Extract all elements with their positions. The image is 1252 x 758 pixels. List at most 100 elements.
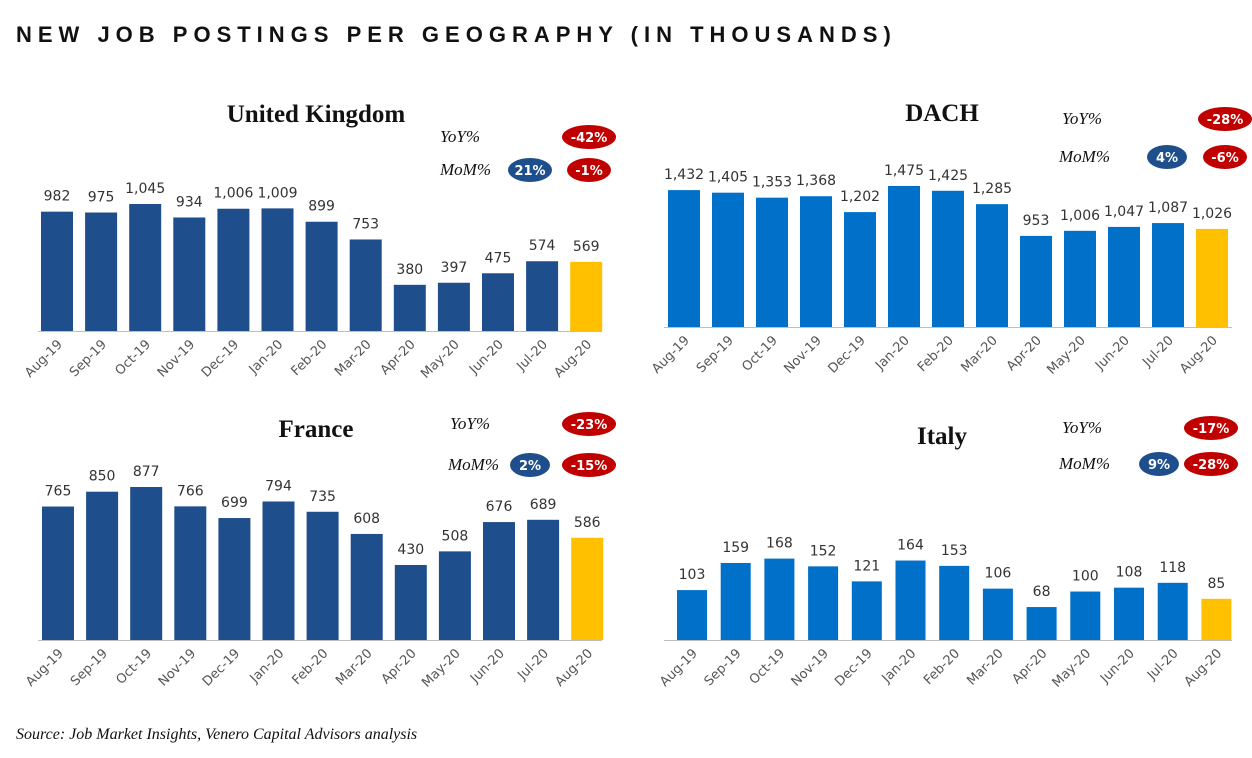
yoy-label-france: YoY%	[450, 414, 490, 433]
chart-title-dach: DACH	[905, 100, 979, 127]
mom-prior-badge-france: 2%	[510, 453, 550, 477]
data-label-uk-dec-19: 1,006	[213, 186, 253, 202]
source-note: Source: Job Market Insights, Venero Capi…	[16, 726, 418, 743]
bar-uk-aug-20	[570, 261, 603, 331]
data-label-uk-nov-19: 934	[176, 194, 203, 210]
data-label-dach-feb-20: 1,425	[928, 168, 968, 184]
data-label-uk-sep-19: 975	[88, 190, 115, 206]
data-label-dach-mar-20: 1,285	[972, 181, 1012, 197]
bar-italy-jan-20	[895, 560, 926, 640]
data-label-france-nov-19: 766	[177, 483, 204, 499]
bar-uk-sep-19	[85, 212, 118, 331]
yoy-badge-dach: -28%	[1198, 107, 1252, 131]
bar-france-jan-20	[262, 501, 295, 640]
data-label-italy-dec-19: 121	[853, 558, 880, 574]
yoy-badge-france-text: -23%	[571, 418, 608, 433]
bar-dach-aug-19	[668, 190, 700, 327]
bar-dach-apr-20	[1020, 235, 1052, 327]
chart-france: France YoY%MoM%-23%2% -15%765Aug-19850Sep-…	[23, 412, 616, 691]
mom-badge-uk: -1%	[567, 158, 611, 182]
bar-italy-dec-19	[851, 581, 882, 640]
bar-italy-may-20	[1070, 591, 1101, 640]
tick-label-italy-sep-19: Sep-19	[702, 646, 745, 689]
data-label-france-mar-20: 608	[353, 511, 380, 527]
tick-label-italy-jun-20: Jun-20	[1097, 646, 1138, 687]
data-label-italy-oct-19: 168	[766, 536, 793, 552]
data-label-dach-aug-19: 1,432	[664, 167, 704, 183]
tick-label-italy-oct-19: Oct-19	[747, 646, 789, 688]
chart-title-france: France	[279, 416, 354, 443]
yoy-badge-uk: -42%	[562, 125, 616, 149]
mom-badge-france: -15%	[562, 453, 616, 477]
data-label-italy-aug-19: 103	[679, 567, 706, 583]
chart-panel-italy: Italy YoY% MoM% -17% 9% -28% 103 Aug-19 159 Sep-1…	[657, 416, 1238, 691]
bar-france-feb-20	[306, 511, 339, 640]
data-label-france-jun-20: 676	[486, 499, 513, 515]
data-label-dach-apr-20: 953	[1023, 213, 1050, 229]
data-label-uk-oct-19: 1,045	[125, 181, 165, 197]
bar-italy-aug-20	[1201, 598, 1232, 640]
data-label-uk-jan-20: 1,009	[257, 185, 297, 201]
data-label-italy-apr-20: 68	[1033, 584, 1051, 600]
yoy-badge-uk-text: -42%	[571, 131, 608, 146]
mom-prior-badge-uk: 21%	[508, 158, 552, 182]
bar-uk-aug-19	[41, 211, 73, 331]
data-label-uk-feb-20: 899	[308, 199, 335, 215]
bar-uk-oct-19	[129, 204, 162, 331]
bar-dach-sep-19	[712, 192, 744, 327]
mom-label-italy: MoM%	[1058, 454, 1110, 473]
bar-france-may-20	[438, 551, 471, 640]
mom-prior-badge-france-text: 2%	[519, 459, 541, 474]
tick-label-italy-aug-19: Aug-19	[657, 646, 701, 690]
data-label-dach-sep-19: 1,405	[708, 170, 748, 186]
mom-badge-dach-shape	[1203, 145, 1247, 169]
data-label-france-jan-20: 794	[265, 478, 292, 494]
bar-italy-feb-20	[939, 565, 970, 640]
data-label-italy-jul-20: 118	[1159, 560, 1186, 576]
chart-title-italy: Italy	[917, 423, 968, 450]
yoy-badge-france: -23%	[562, 412, 616, 436]
bar-italy-nov-19	[808, 566, 839, 640]
yoy-label-uk: YoY%	[440, 127, 480, 146]
data-label-italy-feb-20: 153	[941, 543, 968, 559]
bar-france-mar-20	[350, 533, 383, 640]
data-label-uk-aug-20: 569	[573, 239, 600, 255]
page-title: NEW JOB POSTINGS PER GEOGRAPHY (IN THOUS…	[16, 22, 897, 47]
data-label-dach-may-20: 1,006	[1060, 208, 1100, 224]
mom-prior-badge-france-shape	[510, 453, 550, 477]
tick-label-italy-apr-20: Apr-20	[1009, 646, 1050, 687]
bar-uk-apr-20	[393, 284, 426, 331]
data-label-uk-mar-20: 753	[352, 216, 379, 232]
mom-prior-badge-uk-shape	[508, 158, 552, 182]
bar-france-jun-20	[483, 522, 515, 640]
chart-title-uk: United Kingdom	[227, 101, 406, 128]
chart-italy: Italy YoY% MoM% -17% 9% -28% 103 Aug-19 159 Sep-1…	[657, 416, 1238, 691]
data-label-italy-mar-20: 106	[985, 566, 1012, 582]
mom-badge-dach: -6%	[1203, 145, 1247, 169]
data-label-france-feb-20: 735	[309, 489, 336, 505]
bar-france-aug-20	[571, 537, 604, 640]
tick-label-italy-dec-19: Dec-19	[832, 646, 875, 689]
mom-badge-italy-shape	[1184, 452, 1238, 476]
mom-label-france: MoM%	[447, 455, 499, 474]
bar-uk-jul-20	[526, 261, 559, 331]
tick-label-italy-may-20: May-20	[1050, 646, 1094, 690]
yoy-badge-dach-shape	[1198, 107, 1252, 131]
data-label-dach-jan-20: 1,475	[884, 163, 924, 179]
bar-uk-mar-20	[349, 239, 382, 331]
data-label-uk-jul-20: 574	[529, 238, 556, 254]
mom-prior-badge-italy-shape	[1139, 452, 1179, 476]
data-label-dach-jul-20: 1,087	[1148, 200, 1188, 216]
bar-dach-dec-19	[844, 212, 876, 327]
mom-badge-uk-shape	[567, 158, 611, 182]
mom-badge-italy-text: -28%	[1193, 458, 1230, 473]
mom-prior-badge-dach-text: 4%	[1156, 151, 1178, 166]
mom-badge-italy: -28%	[1184, 452, 1238, 476]
mom-prior-badge-dach: 4%	[1147, 145, 1187, 169]
data-label-uk-may-20: 397	[441, 260, 468, 276]
mom-prior-badge-dach-shape	[1147, 145, 1187, 169]
tick-label-italy-nov-19: Nov-19	[789, 646, 832, 689]
bar-france-sep-19	[86, 491, 119, 640]
chart-panel-dach: DACH YoY% MoM% -28% 4% -6% 1,432 Aug-19 1,405 Sep…	[649, 100, 1252, 378]
data-label-uk-apr-20: 380	[396, 262, 423, 278]
